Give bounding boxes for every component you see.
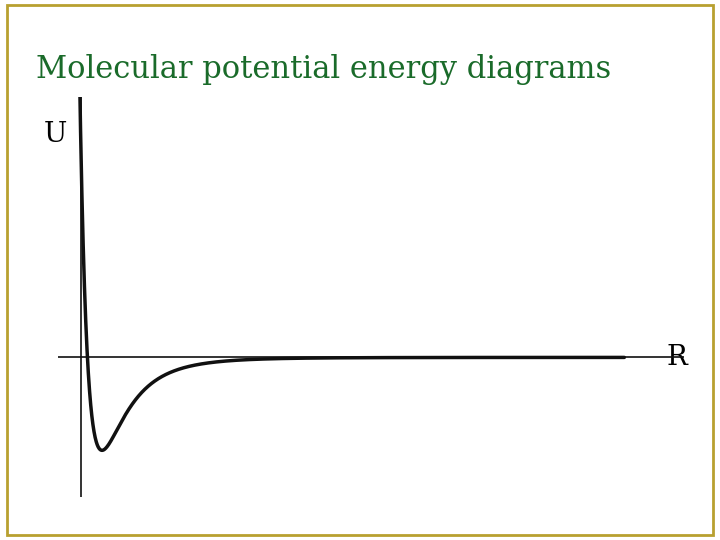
- Text: U: U: [43, 121, 67, 148]
- Text: Molecular potential energy diagrams: Molecular potential energy diagrams: [36, 54, 611, 85]
- Text: R: R: [666, 344, 687, 371]
